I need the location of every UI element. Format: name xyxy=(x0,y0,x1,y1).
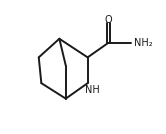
Text: O: O xyxy=(104,15,112,25)
Text: NH₂: NH₂ xyxy=(134,38,153,48)
Text: NH: NH xyxy=(85,85,100,95)
